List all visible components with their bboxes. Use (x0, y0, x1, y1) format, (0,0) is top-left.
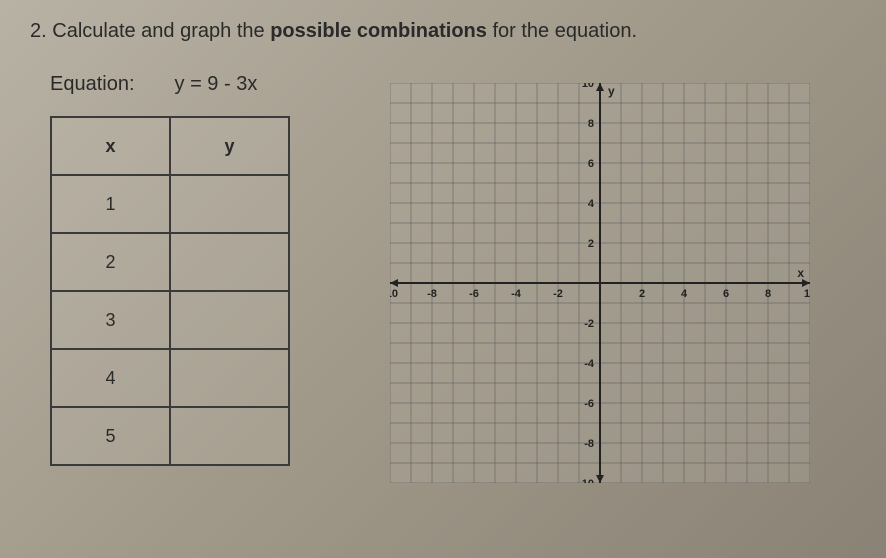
table-row: 1 (51, 175, 289, 233)
cell-y[interactable] (170, 349, 289, 407)
question-number: 2. (30, 20, 47, 42)
svg-text:2: 2 (639, 288, 645, 300)
equation-row: Equation: y = 9 - 3x (50, 73, 330, 96)
table-row: 5 (51, 407, 289, 465)
svg-text:10: 10 (582, 83, 594, 90)
cell-x: 4 (51, 349, 170, 407)
svg-text:-8: -8 (427, 288, 437, 300)
svg-text:-2: -2 (584, 318, 594, 330)
left-column: Equation: y = 9 - 3x x y 1 2 (50, 73, 330, 466)
svg-text:x: x (797, 266, 804, 280)
graph-container: -10 -8 -6 -4 -2 2 4 6 8 10 10 8 6 4 2 -2 -4 -6 -8 -10 x y (390, 83, 830, 483)
svg-text:10: 10 (804, 288, 810, 300)
cell-y[interactable] (170, 407, 289, 465)
svg-text:-2: -2 (553, 288, 563, 300)
header-x: x (51, 117, 170, 175)
svg-text:6: 6 (723, 288, 729, 300)
svg-text:6: 6 (588, 158, 594, 170)
svg-text:-10: -10 (578, 478, 594, 483)
svg-text:8: 8 (588, 118, 594, 130)
question-text: 2. Calculate and graph the possible comb… (30, 20, 856, 43)
question-prefix: Calculate and graph the (52, 20, 270, 42)
svg-text:y: y (608, 84, 615, 98)
table-row: 4 (51, 349, 289, 407)
question-bold: possible combinations (270, 20, 487, 42)
table-body: 1 2 3 4 5 (51, 175, 289, 465)
table-row: 2 (51, 233, 289, 291)
svg-text:-6: -6 (584, 398, 594, 410)
svg-text:4: 4 (681, 288, 688, 300)
content-row: Equation: y = 9 - 3x x y 1 2 (30, 73, 856, 483)
cell-y[interactable] (170, 233, 289, 291)
cell-x: 5 (51, 407, 170, 465)
header-y: y (170, 117, 289, 175)
cell-x: 1 (51, 175, 170, 233)
svg-text:-6: -6 (469, 288, 479, 300)
svg-text:4: 4 (588, 198, 595, 210)
cell-x: 3 (51, 291, 170, 349)
worksheet-page: 2. Calculate and graph the possible comb… (0, 0, 886, 558)
svg-text:-4: -4 (511, 288, 522, 300)
table-header-row: x y (51, 117, 289, 175)
equation-expression: y = 9 - 3x (175, 73, 258, 96)
table-row: 3 (51, 291, 289, 349)
cell-y[interactable] (170, 175, 289, 233)
coordinate-grid: -10 -8 -6 -4 -2 2 4 6 8 10 10 8 6 4 2 -2 -4 -6 -8 -10 x y (390, 83, 810, 483)
cell-x: 2 (51, 233, 170, 291)
svg-text:-8: -8 (584, 438, 594, 450)
equation-label: Equation: (50, 73, 135, 96)
cell-y[interactable] (170, 291, 289, 349)
svg-text:-4: -4 (584, 358, 595, 370)
xy-table: x y 1 2 3 (50, 116, 290, 466)
svg-text:-10: -10 (390, 288, 398, 300)
svg-text:2: 2 (588, 238, 594, 250)
question-suffix: for the equation. (487, 20, 637, 42)
grid-svg: -10 -8 -6 -4 -2 2 4 6 8 10 10 8 6 4 2 -2 -4 -6 -8 -10 x y (390, 83, 810, 483)
svg-text:8: 8 (765, 288, 771, 300)
